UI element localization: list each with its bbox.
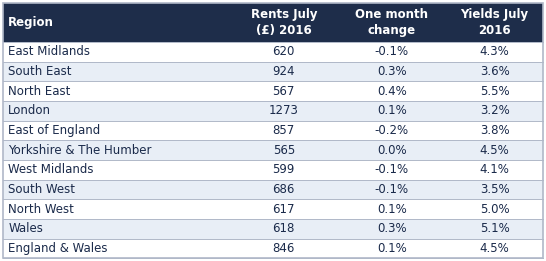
Text: 857: 857: [272, 124, 295, 137]
Bar: [338, 219, 446, 239]
Bar: [230, 42, 338, 62]
Bar: [338, 42, 446, 62]
Text: Region: Region: [8, 16, 54, 29]
Text: 5.1%: 5.1%: [480, 222, 509, 235]
Bar: [338, 101, 446, 121]
Bar: [3, 101, 230, 121]
Bar: [338, 160, 446, 180]
Text: 0.1%: 0.1%: [377, 203, 407, 216]
Text: West Midlands: West Midlands: [8, 163, 94, 176]
Bar: [3, 42, 230, 62]
Text: Wales: Wales: [8, 222, 43, 235]
Text: 567: 567: [272, 85, 295, 98]
Text: 618: 618: [272, 222, 295, 235]
Bar: [338, 62, 446, 81]
Text: 0.1%: 0.1%: [377, 242, 407, 255]
Bar: [3, 160, 230, 180]
Bar: [446, 199, 543, 219]
Bar: [446, 3, 543, 42]
Bar: [3, 219, 230, 239]
Text: Yields July
2016: Yields July 2016: [461, 8, 529, 37]
Text: -0.1%: -0.1%: [375, 45, 409, 58]
Bar: [446, 101, 543, 121]
Text: North East: North East: [8, 85, 70, 98]
Text: South East: South East: [8, 65, 72, 78]
Bar: [230, 219, 338, 239]
Bar: [230, 62, 338, 81]
Text: London: London: [8, 104, 51, 117]
Bar: [338, 199, 446, 219]
Bar: [338, 140, 446, 160]
Bar: [338, 239, 446, 258]
Bar: [3, 180, 230, 199]
Bar: [446, 160, 543, 180]
Text: South West: South West: [8, 183, 75, 196]
Bar: [446, 121, 543, 140]
Text: 686: 686: [272, 183, 295, 196]
Text: 617: 617: [272, 203, 295, 216]
Bar: [3, 121, 230, 140]
Bar: [230, 121, 338, 140]
Bar: [446, 42, 543, 62]
Text: 1273: 1273: [269, 104, 299, 117]
Bar: [446, 239, 543, 258]
Text: 5.5%: 5.5%: [480, 85, 509, 98]
Text: 924: 924: [272, 65, 295, 78]
Bar: [338, 180, 446, 199]
Bar: [3, 239, 230, 258]
Text: 4.5%: 4.5%: [480, 242, 509, 255]
Text: 0.3%: 0.3%: [377, 222, 407, 235]
Bar: [230, 180, 338, 199]
Bar: [338, 121, 446, 140]
Text: 3.2%: 3.2%: [480, 104, 509, 117]
Bar: [230, 239, 338, 258]
Bar: [230, 199, 338, 219]
Text: 4.1%: 4.1%: [480, 163, 509, 176]
Bar: [338, 81, 446, 101]
Bar: [230, 81, 338, 101]
Text: East Midlands: East Midlands: [8, 45, 90, 58]
Bar: [3, 140, 230, 160]
Text: Yorkshire & The Humber: Yorkshire & The Humber: [8, 144, 152, 157]
Text: 0.1%: 0.1%: [377, 104, 407, 117]
Text: 620: 620: [272, 45, 295, 58]
Bar: [230, 101, 338, 121]
Bar: [3, 3, 230, 42]
Bar: [230, 140, 338, 160]
Text: 565: 565: [272, 144, 295, 157]
Bar: [3, 199, 230, 219]
Text: 599: 599: [272, 163, 295, 176]
Text: 0.0%: 0.0%: [377, 144, 407, 157]
Text: -0.1%: -0.1%: [375, 183, 409, 196]
Bar: [338, 3, 446, 42]
Text: 846: 846: [272, 242, 295, 255]
Text: 0.4%: 0.4%: [377, 85, 407, 98]
Text: 3.5%: 3.5%: [480, 183, 509, 196]
Bar: [3, 81, 230, 101]
Bar: [230, 160, 338, 180]
Text: 0.3%: 0.3%: [377, 65, 407, 78]
Text: East of England: East of England: [8, 124, 100, 137]
Text: 4.3%: 4.3%: [480, 45, 509, 58]
Text: 4.5%: 4.5%: [480, 144, 509, 157]
Text: North West: North West: [8, 203, 74, 216]
Bar: [446, 219, 543, 239]
Bar: [230, 3, 338, 42]
Bar: [446, 180, 543, 199]
Text: 3.8%: 3.8%: [480, 124, 509, 137]
Text: 5.0%: 5.0%: [480, 203, 509, 216]
Bar: [446, 140, 543, 160]
Bar: [446, 62, 543, 81]
Text: One month
change: One month change: [355, 8, 429, 37]
Bar: [3, 62, 230, 81]
Text: -0.1%: -0.1%: [375, 163, 409, 176]
Text: 3.6%: 3.6%: [480, 65, 509, 78]
Bar: [446, 81, 543, 101]
Text: Rents July
(£) 2016: Rents July (£) 2016: [251, 8, 317, 37]
Text: -0.2%: -0.2%: [375, 124, 409, 137]
Text: England & Wales: England & Wales: [8, 242, 108, 255]
